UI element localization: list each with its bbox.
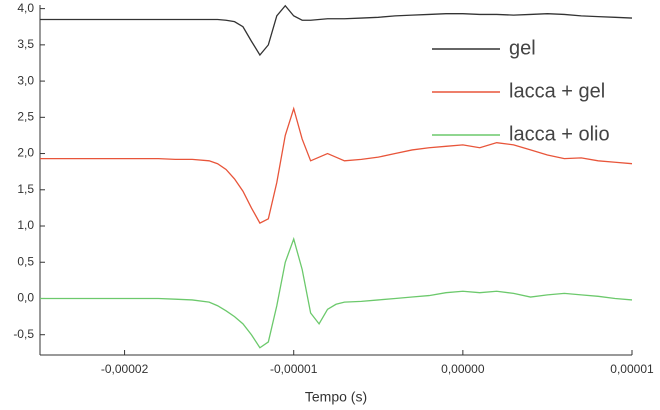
series-line [40,106,633,224]
series-line [40,236,633,349]
y-tick-label: 4,0 [17,1,34,15]
x-axis-label: Tempo (s) [305,389,367,405]
y-tick-label: 3,0 [17,73,34,87]
y-tick-label: 1,0 [17,218,34,232]
y-tick-label: 2,0 [17,146,34,160]
y-tick-label: -0,5 [13,327,34,341]
y-tick-label: 0,5 [17,254,34,268]
y-tick-label: 2,5 [17,109,34,123]
legend-label: lacca + gel [509,80,605,102]
x-tick-label: -0,00001 [270,362,318,376]
x-tick-label: -0,00002 [101,362,149,376]
x-tick-label: 0,00000 [441,362,485,376]
series-line [40,4,633,57]
legend-label: lacca + olio [509,123,610,145]
y-tick-label: 0,0 [17,291,34,305]
y-tick-label: 1,5 [17,182,34,196]
x-tick-label: 0,00001 [610,362,654,376]
y-tick-label: 3,5 [17,37,34,51]
legend-label: gel [509,37,536,59]
